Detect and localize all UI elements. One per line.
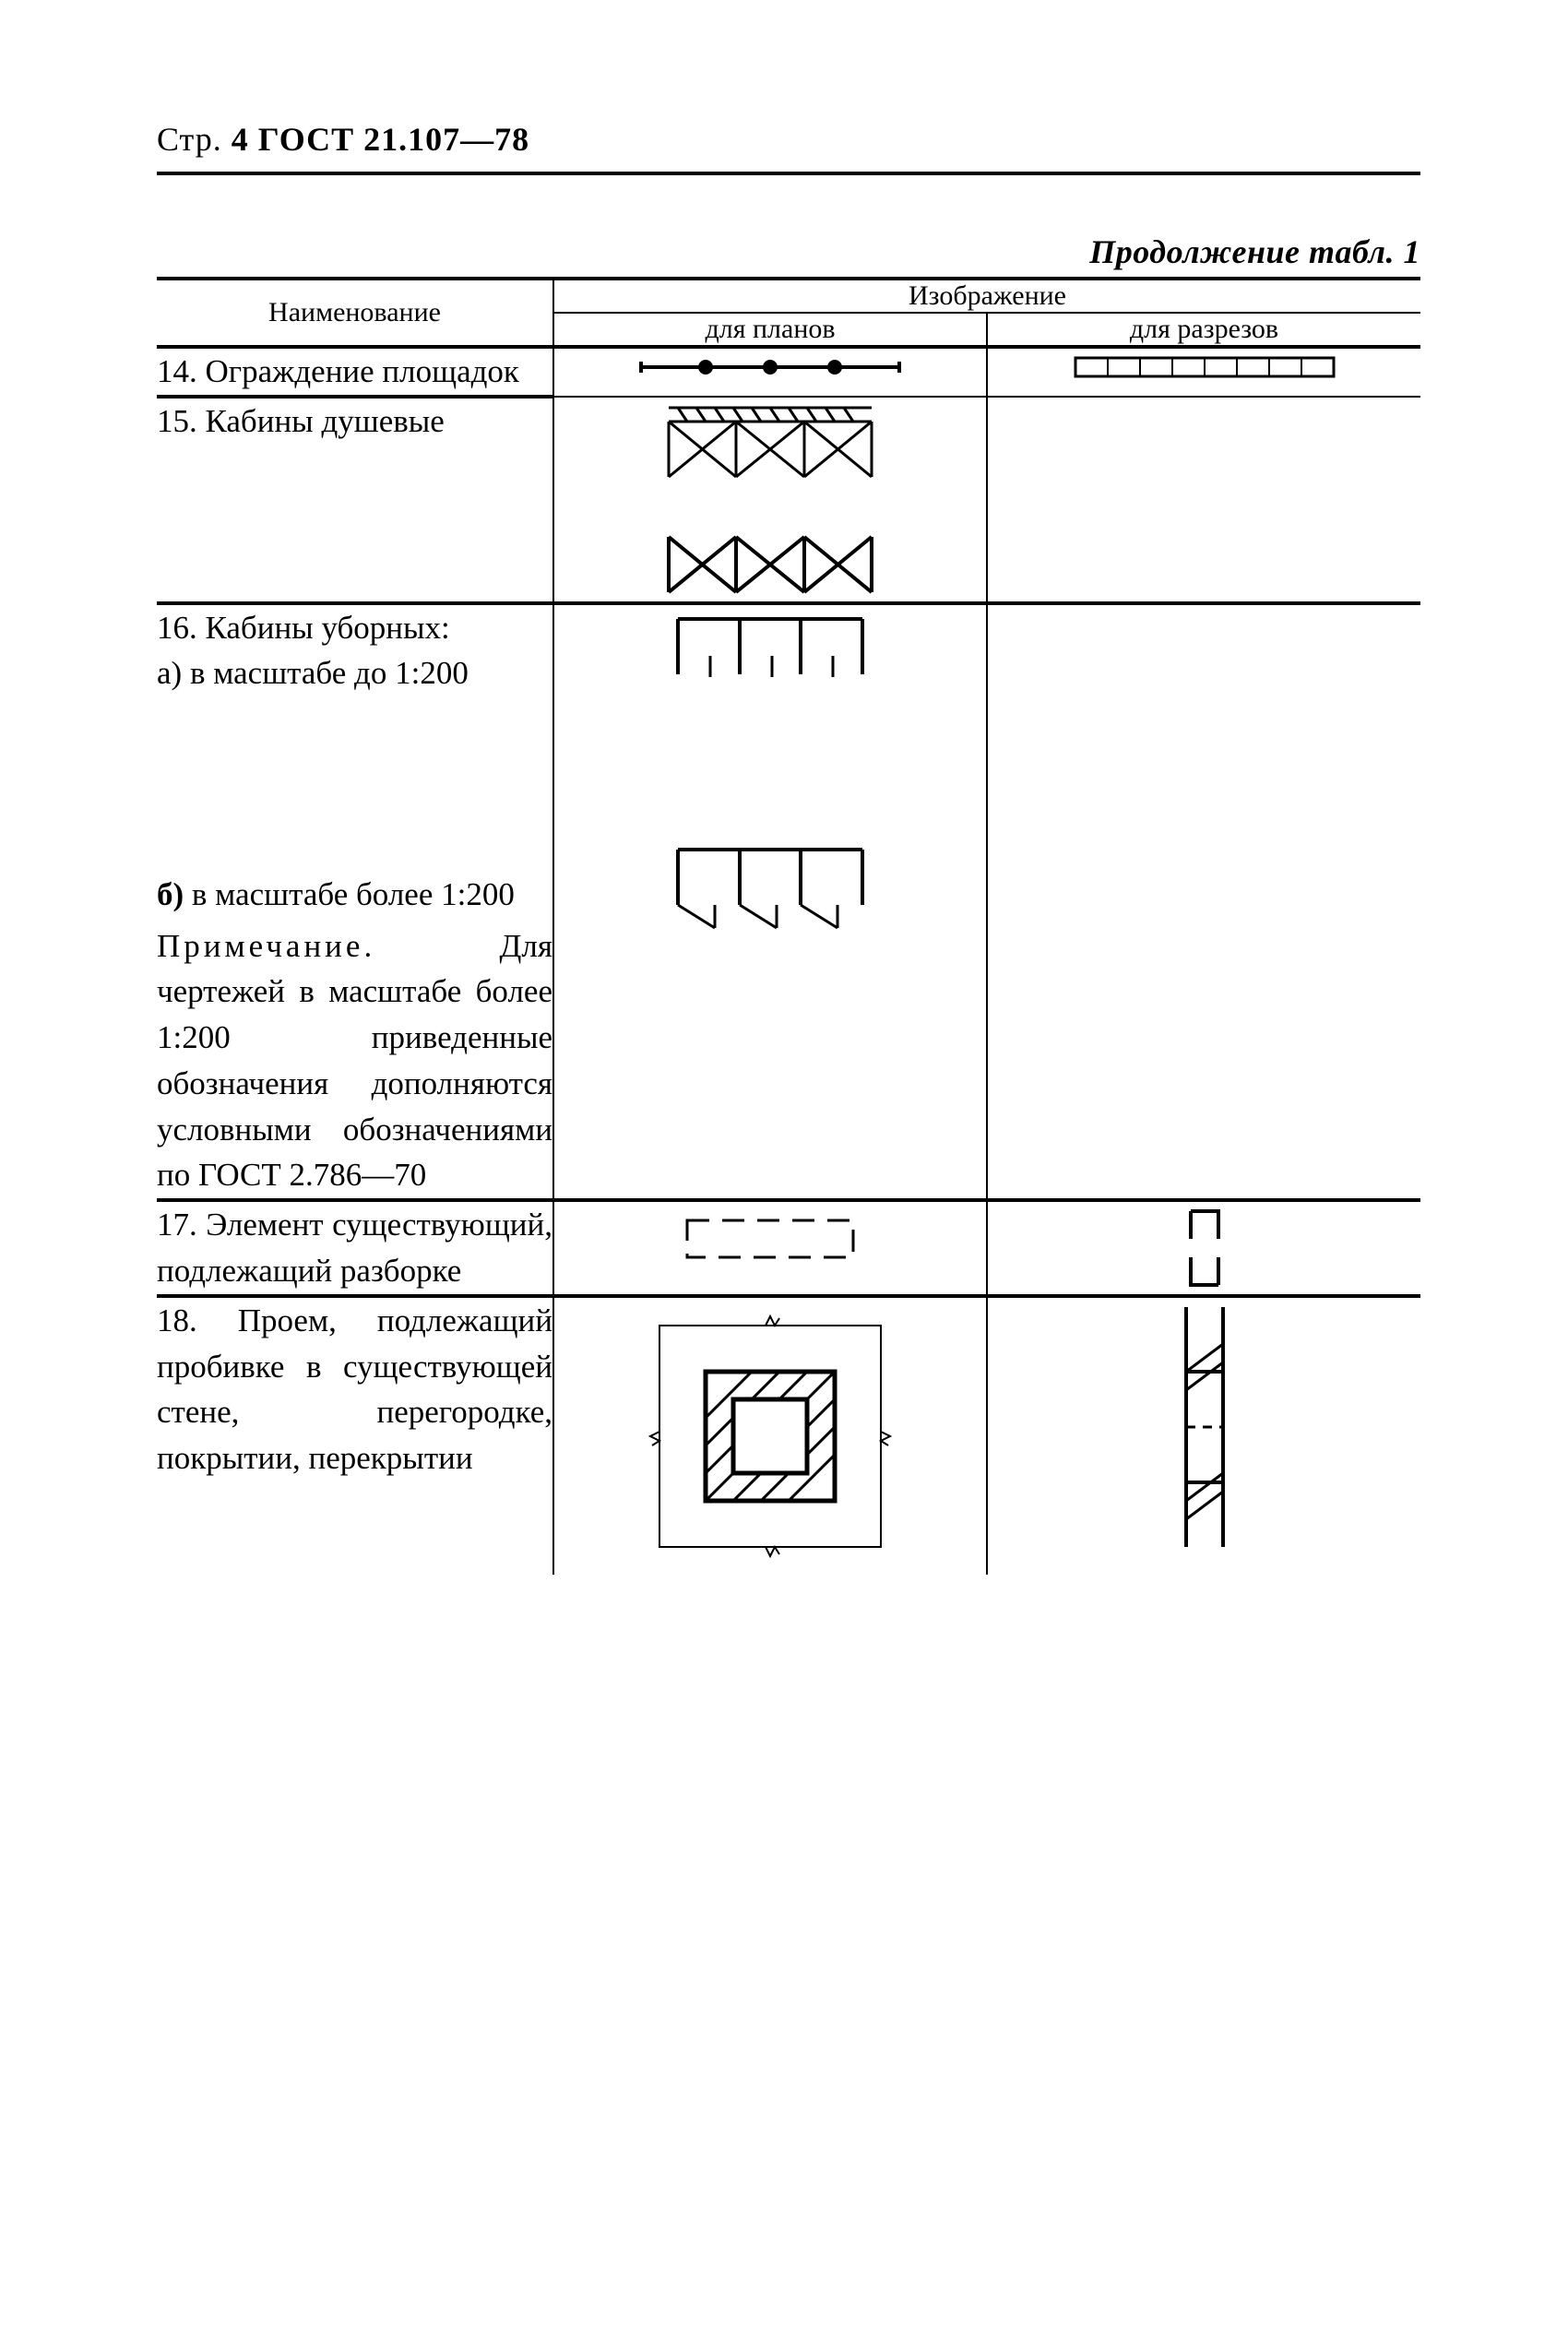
col-header-section: для разрезов: [987, 314, 1420, 347]
row15-plan-symbol: [553, 398, 987, 603]
row16-plan-symbol: [553, 605, 987, 1200]
continuation-label: Продолжение табл. 1: [157, 232, 1420, 271]
table-row: 17. Элемент существующий, подлежащий раз…: [157, 1202, 1420, 1296]
row14-plan-symbol: [553, 349, 987, 397]
col-header-plan: для планов: [553, 314, 987, 347]
row17-section-symbol: [987, 1202, 1420, 1296]
row18-section-symbol: [987, 1298, 1420, 1575]
table-row: 15. Кабины душевые: [157, 398, 1420, 603]
row17-plan-symbol: [553, 1202, 987, 1296]
row16-name: 16. Кабины уборных: а) в масштабе до 1:2…: [157, 605, 553, 1200]
row15-name: 15. Кабины душевые: [157, 398, 553, 603]
header-rule: [157, 172, 1420, 175]
table-row: 18. Проем, подлежащий пробивке в существ…: [157, 1298, 1420, 1575]
row18-name: 18. Проем, подлежащий пробивке в существ…: [157, 1298, 553, 1575]
page-label: Стр.: [157, 121, 222, 158]
row15-section-symbol: [987, 398, 1420, 603]
symbols-table: Наименование Изображение для планов для …: [157, 277, 1420, 1575]
row16-section-symbol: [987, 605, 1420, 1200]
page-number: 4: [232, 121, 249, 158]
standard-code: ГОСТ 21.107—78: [258, 121, 529, 158]
row14-name: 14. Ограждение площадок: [157, 349, 553, 397]
page-header: Стр. 4 ГОСТ 21.107—78: [157, 120, 1420, 159]
table-row: 14. Ограждение площадок: [157, 349, 1420, 397]
row18-plan-symbol: [553, 1298, 987, 1575]
col-header-name: Наименование: [157, 280, 553, 347]
row17-name: 17. Элемент существующий, подлежащий раз…: [157, 1202, 553, 1296]
col-header-image: Изображение: [553, 280, 1420, 313]
table-row: 16. Кабины уборных: а) в масштабе до 1:2…: [157, 605, 1420, 1200]
row14-section-symbol: [987, 349, 1420, 397]
page: Стр. 4 ГОСТ 21.107—78 Продолжение табл. …: [0, 0, 1568, 2331]
